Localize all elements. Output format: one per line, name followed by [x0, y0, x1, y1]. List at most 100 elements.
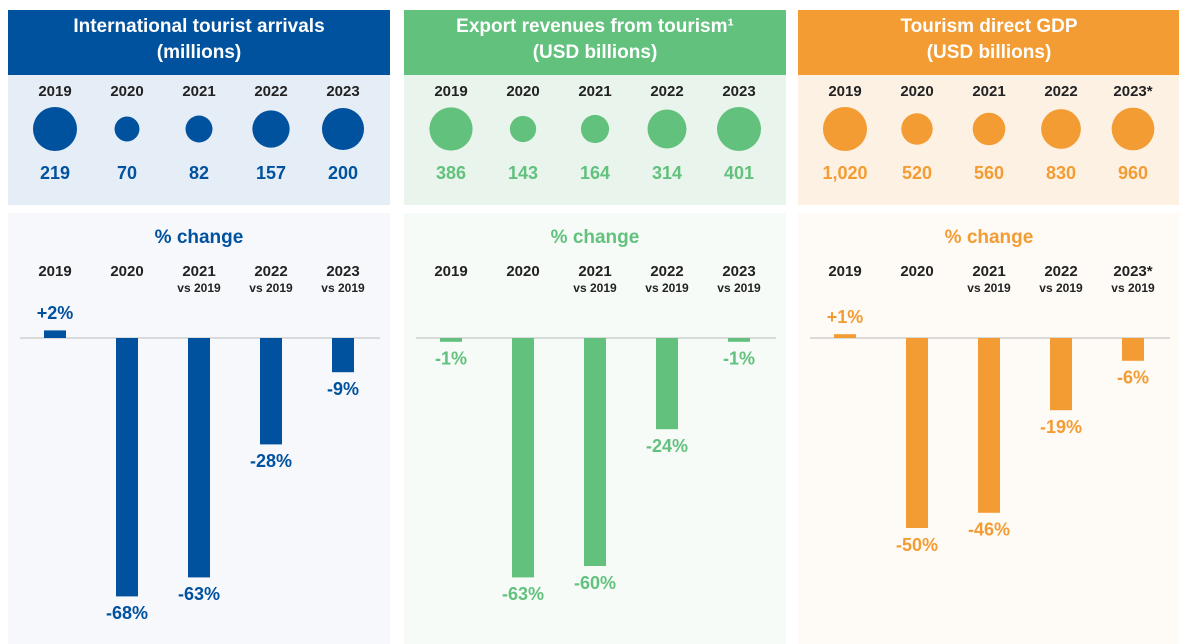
- panel-title: Export revenues from tourism¹: [456, 16, 734, 37]
- year-note: vs 2019: [717, 281, 761, 295]
- panel-subtitle: (millions): [157, 42, 241, 63]
- year-label: 2020: [900, 263, 933, 280]
- year-label: 2021: [972, 263, 1005, 280]
- bubble: [647, 109, 687, 149]
- value-label: -9%: [327, 379, 359, 399]
- year-label: 2022: [254, 263, 287, 280]
- year-label: 2019: [38, 263, 71, 280]
- bubble: [509, 115, 537, 143]
- year-note: vs 2019: [967, 281, 1011, 295]
- bar: [834, 334, 856, 338]
- bubble: [901, 113, 933, 145]
- bubble: [823, 107, 867, 151]
- year-label: 2020: [110, 83, 143, 100]
- bar: [906, 338, 928, 528]
- value-label: 520: [902, 163, 932, 183]
- panel-subtitle: (USD billions): [927, 42, 1052, 63]
- year-label: 2023: [722, 263, 755, 280]
- bubble: [429, 107, 473, 151]
- bubble: [185, 115, 213, 143]
- year-label: 2019: [434, 263, 467, 280]
- year-note: vs 2019: [177, 281, 221, 295]
- bar: [1122, 338, 1144, 361]
- header-bg: [8, 10, 390, 75]
- header-bg: [798, 10, 1179, 75]
- year-label: 2020: [110, 263, 143, 280]
- bar: [512, 338, 534, 578]
- value-label: -46%: [968, 520, 1010, 540]
- year-label: 2023*: [1113, 83, 1152, 100]
- panel-title: % change: [945, 227, 1034, 248]
- year-label: 2019: [828, 263, 861, 280]
- header-bg: [404, 10, 786, 75]
- year-note: vs 2019: [573, 281, 617, 295]
- bar: [44, 330, 66, 338]
- year-label: 2020: [900, 83, 933, 100]
- value-label: -28%: [250, 451, 292, 471]
- year-note: vs 2019: [321, 281, 365, 295]
- value-label: +2%: [37, 303, 74, 323]
- year-label: 2021: [182, 83, 215, 100]
- value-label: -19%: [1040, 417, 1082, 437]
- value-label: 1,020: [822, 163, 867, 183]
- year-label: 2023: [722, 83, 755, 100]
- value-label: -68%: [106, 603, 148, 623]
- year-label: 2022: [1044, 263, 1077, 280]
- year-label: 2023: [326, 263, 359, 280]
- value-label: 560: [974, 163, 1004, 183]
- year-label: 2020: [506, 263, 539, 280]
- bar: [1050, 338, 1072, 411]
- value-label: -1%: [723, 349, 755, 369]
- bar: [332, 338, 354, 373]
- year-note: vs 2019: [1039, 281, 1083, 295]
- bubble: [321, 107, 365, 151]
- bar: [656, 338, 678, 430]
- year-label: 2022: [650, 263, 683, 280]
- bar: [978, 338, 1000, 513]
- year-label: 2019: [434, 83, 467, 100]
- bar: [584, 338, 606, 566]
- value-label: -24%: [646, 436, 688, 456]
- value-label: 386: [436, 163, 466, 183]
- panel-title: % change: [551, 227, 640, 248]
- year-label: 2021: [578, 263, 611, 280]
- panel-title: % change: [155, 227, 244, 248]
- year-note: vs 2019: [645, 281, 689, 295]
- year-label: 2022: [254, 83, 287, 100]
- value-label: 157: [256, 163, 286, 183]
- bubble: [717, 107, 761, 151]
- bubble: [252, 110, 290, 148]
- bar: [116, 338, 138, 597]
- year-note: vs 2019: [1111, 281, 1155, 295]
- panel-subtitle: (USD billions): [533, 42, 658, 63]
- bubble: [580, 114, 610, 144]
- year-label: 2022: [1044, 83, 1077, 100]
- year-label: 2020: [506, 83, 539, 100]
- bar: [188, 338, 210, 578]
- bubble: [972, 112, 1006, 146]
- value-label: +1%: [827, 307, 864, 327]
- year-note: vs 2019: [249, 281, 293, 295]
- year-label: 2023: [326, 83, 359, 100]
- year-label: 2023*: [1113, 263, 1152, 280]
- value-label: 314: [652, 163, 682, 183]
- bar: [440, 338, 462, 342]
- year-label: 2019: [38, 83, 71, 100]
- value-label: -6%: [1117, 368, 1149, 388]
- year-label: 2021: [182, 263, 215, 280]
- value-label: 82: [189, 163, 209, 183]
- value-label: -50%: [896, 535, 938, 555]
- value-label: 219: [40, 163, 70, 183]
- bar: [260, 338, 282, 445]
- bar: [728, 338, 750, 342]
- value-label: 200: [328, 163, 358, 183]
- value-label: 830: [1046, 163, 1076, 183]
- year-label: 2021: [972, 83, 1005, 100]
- value-label: -63%: [502, 584, 544, 604]
- value-label: 70: [117, 163, 137, 183]
- bubble: [33, 107, 77, 151]
- value-label: 401: [724, 163, 754, 183]
- bubble: [114, 116, 140, 142]
- year-label: 2019: [828, 83, 861, 100]
